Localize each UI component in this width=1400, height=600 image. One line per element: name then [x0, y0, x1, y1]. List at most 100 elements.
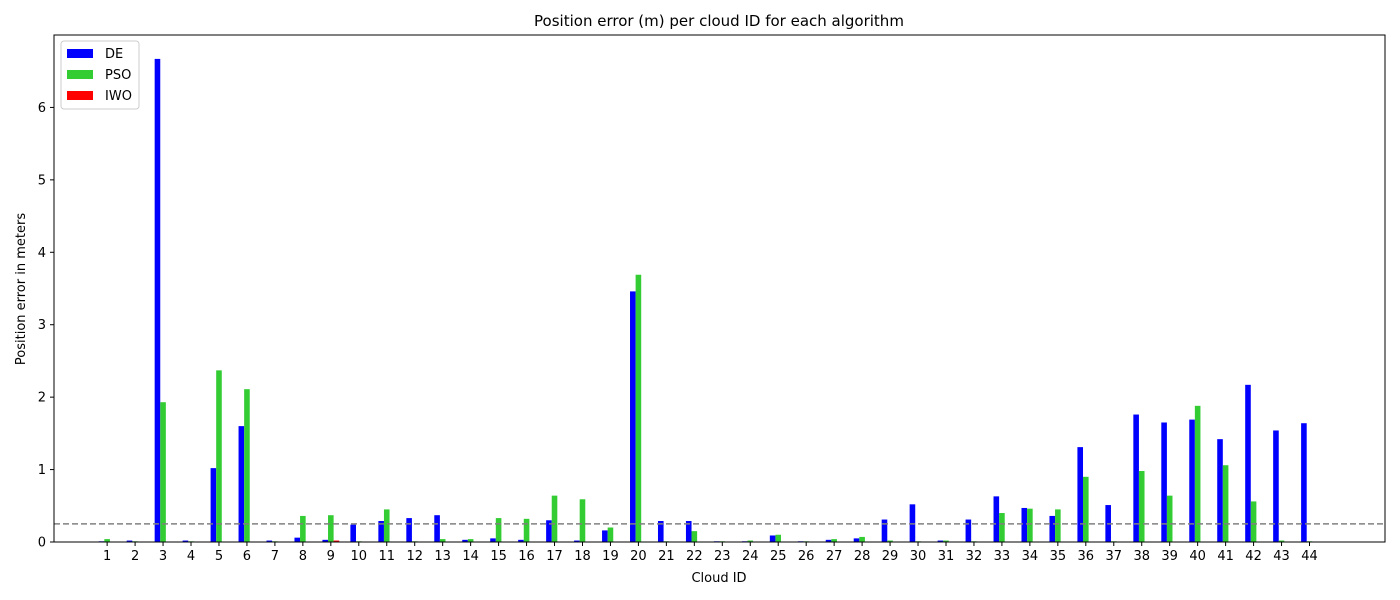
x-tick-label: 23: [714, 549, 731, 564]
bar-de-38: [1133, 414, 1139, 542]
legend-swatch-de: [67, 49, 93, 58]
bar-de-12: [406, 518, 412, 542]
legend-label-iwo: IWO: [105, 89, 132, 104]
x-tick-label: 6: [243, 549, 251, 564]
bar-de-32: [965, 519, 972, 542]
x-tick-label: 39: [1161, 549, 1178, 564]
bar-pso-20: [635, 274, 642, 542]
bar-de-22: [685, 520, 692, 542]
x-tick-label: 13: [434, 549, 451, 564]
x-tick-label: 21: [658, 549, 675, 564]
x-tick-label: 28: [854, 549, 871, 564]
x-tick-label: 16: [518, 549, 535, 564]
bar-de-28: [853, 538, 860, 542]
bar-de-34: [1021, 507, 1028, 542]
x-tick-label: 10: [351, 549, 368, 564]
bar-pso-31: [943, 540, 949, 542]
bar-de-10: [350, 524, 356, 542]
bar-pso-36: [1083, 476, 1089, 542]
x-tick-label: 14: [462, 549, 479, 564]
bar-pso-14: [467, 539, 474, 542]
bars-layer: [98, 58, 1313, 542]
y-tick-label: 5: [38, 173, 46, 188]
bar-de-18: [574, 540, 580, 542]
bar-pso-35: [1055, 509, 1061, 542]
bar-de-25: [769, 535, 776, 542]
x-tick-label: 27: [826, 549, 843, 564]
bar-pso-28: [859, 536, 865, 542]
bar-pso-39: [1166, 495, 1173, 542]
x-tick-label: 38: [1133, 549, 1150, 564]
x-tick-label: 4: [187, 549, 195, 564]
x-tick-label: 41: [1217, 549, 1234, 564]
bar-pso-43: [1278, 540, 1285, 542]
bar-de-39: [1161, 422, 1167, 542]
x-tick-label: 30: [910, 549, 927, 564]
x-tick-label: 17: [546, 549, 563, 564]
x-tick-label: 25: [770, 549, 787, 564]
bar-iwo-9: [333, 540, 340, 542]
bar-de-17: [546, 520, 552, 542]
bar-de-19: [602, 530, 608, 542]
bar-de-8: [294, 537, 301, 542]
bar-pso-16: [523, 518, 530, 542]
bar-pso-34: [1027, 508, 1033, 542]
x-tick-label: 18: [574, 549, 591, 564]
x-tick-label: 33: [994, 549, 1011, 564]
bar-de-16: [518, 539, 524, 542]
y-axis-label: Position error in meters: [14, 213, 29, 365]
x-tick-label: 40: [1189, 549, 1206, 564]
bar-pso-6: [244, 389, 250, 542]
chart-title: Position error (m) per cloud ID for each…: [534, 12, 904, 30]
legend-swatch-iwo: [67, 91, 93, 100]
y-tick-label: 1: [38, 463, 46, 478]
bar-pso-18: [579, 499, 586, 542]
y-tick-label: 3: [38, 318, 46, 333]
x-tick-label: 31: [938, 549, 955, 564]
x-tick-label: 36: [1078, 549, 1095, 564]
x-tick-label: 43: [1273, 549, 1290, 564]
bar-de-36: [1077, 447, 1084, 542]
bar-pso-13: [439, 539, 446, 542]
x-tick-label: 42: [1245, 549, 1262, 564]
x-tick-label: 12: [406, 549, 423, 564]
bar-pso-11: [383, 509, 390, 542]
x-tick-label: 32: [966, 549, 983, 564]
x-tick-label: 1: [103, 549, 111, 564]
x-tick-label: 44: [1301, 549, 1318, 564]
bar-de-42: [1245, 384, 1251, 542]
bar-de-21: [657, 520, 664, 542]
bar-pso-15: [495, 518, 502, 542]
bar-de-31: [937, 540, 944, 542]
bar-pso-40: [1194, 405, 1201, 542]
bar-de-11: [378, 520, 384, 542]
bar-pso-5: [216, 370, 222, 542]
bar-pso-42: [1250, 501, 1257, 542]
y-tick-label: 6: [38, 101, 46, 116]
x-tick-label: 35: [1050, 549, 1067, 564]
bar-pso-9: [328, 515, 334, 542]
bar-de-35: [1049, 515, 1056, 542]
y-tick-label: 0: [38, 536, 46, 551]
x-tick-label: 37: [1105, 549, 1122, 564]
x-tick-label: 26: [798, 549, 815, 564]
bar-de-4: [182, 540, 189, 542]
legend-label-de: DE: [105, 47, 123, 62]
bar-de-6: [238, 426, 245, 542]
bar-pso-29: [887, 540, 893, 542]
legend-label-pso: PSO: [105, 68, 131, 83]
bar-de-33: [993, 496, 1000, 542]
bar-de-20: [630, 291, 636, 542]
bar-de-43: [1273, 430, 1279, 542]
x-tick-label: 5: [215, 549, 223, 564]
bar-de-5: [210, 468, 217, 542]
bar-pso-27: [831, 539, 837, 542]
bar-de-14: [462, 539, 468, 542]
bar-pso-38: [1138, 471, 1145, 542]
x-tick-label: 11: [378, 549, 395, 564]
bar-pso-33: [999, 513, 1005, 542]
bar-pso-8: [300, 515, 306, 542]
x-axis: 1 2 3 4 5 6 7 8 9 10 11 12 13 14 15 16 17 18 19 20 21 22 23 24 2…: [103, 542, 1318, 564]
bar-pso-25: [775, 534, 782, 542]
